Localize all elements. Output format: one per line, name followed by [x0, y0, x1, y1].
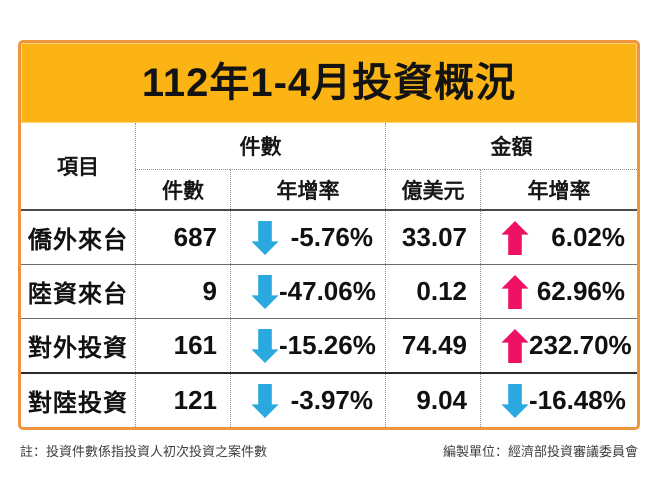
header-sub-amount-usd: 億美元 [385, 169, 480, 209]
amount-yoy-cell: 6.02% [480, 211, 637, 264]
title-banner: 112年1-4月投資概況 [21, 43, 637, 123]
table-row: 僑外來台 687 -5.76% 33.07 6.02% [21, 211, 637, 264]
cases-yoy-value: -15.26% [279, 330, 376, 360]
table-header: 項目 件數 金額 件數 年增率 億美元 年增率 [21, 123, 637, 211]
table-row: 對陸投資 121 -3.97% 9.04 -16.48% [21, 372, 637, 427]
row-label: 陸資來台 [28, 281, 128, 308]
up-arrow-icon [501, 274, 529, 309]
cases-count-value: 9 [135, 265, 230, 318]
page-title: 112年1-4月投資概況 [141, 61, 517, 105]
cases-yoy-value: -5.76% [290, 222, 373, 252]
header-sub-amount-yoy: 年增率 [480, 169, 637, 209]
header-sub-cases-yoy: 年增率 [230, 169, 385, 209]
amount-yoy-cell: 62.96% [480, 265, 637, 318]
down-arrow-icon [251, 328, 279, 363]
up-arrow-icon [501, 328, 529, 363]
cases-yoy-cell: -47.06% [230, 265, 385, 318]
cases-yoy-value: -3.97% [290, 385, 373, 415]
up-arrow-icon [501, 220, 529, 255]
amount-yoy-value: 232.70% [529, 330, 632, 360]
table-row: 對外投資 161 -15.26% 74.49 232.70% [21, 318, 637, 372]
cases-count-value: 121 [135, 374, 230, 427]
amount-value: 74.49 [385, 319, 480, 372]
down-arrow-icon [251, 220, 279, 255]
cases-yoy-cell: -5.76% [230, 211, 385, 264]
amount-yoy-value: 62.96% [536, 276, 625, 306]
cases-yoy-cell: -15.26% [230, 319, 385, 372]
amount-value: 0.12 [385, 265, 480, 318]
cases-count-value: 687 [135, 211, 230, 264]
amount-yoy-value: -16.48% [529, 385, 626, 415]
footer-source: 編製單位：經濟部投資審議委員會 [442, 444, 638, 459]
amount-yoy-value: 6.02% [551, 222, 625, 252]
amount-yoy-cell: -16.48% [480, 374, 637, 427]
amount-value: 33.07 [385, 211, 480, 264]
header-group-amount: 金額 [385, 123, 637, 169]
row-label: 僑外來台 [28, 227, 128, 254]
header-item: 項目 [57, 156, 99, 179]
cases-yoy-value: -47.06% [279, 276, 376, 306]
footer-note: 註：投資件數係指投資人初次投資之案件數 [20, 444, 268, 459]
cases-count-value: 161 [135, 319, 230, 372]
down-arrow-icon [251, 383, 279, 418]
header-group-cases: 件數 [135, 123, 385, 169]
investment-overview-board: 112年1-4月投資概況 項目 件數 金額 件數 年增率 億美元 年增率 僑外來… [18, 40, 640, 430]
cases-yoy-cell: -3.97% [230, 374, 385, 427]
down-arrow-icon [501, 383, 529, 418]
amount-value: 9.04 [385, 374, 480, 427]
header-sub-cases-count: 件數 [135, 169, 230, 209]
amount-yoy-cell: 232.70% [480, 319, 637, 372]
row-label: 對陸投資 [28, 390, 128, 417]
table-row: 陸資來台 9 -47.06% 0.12 62.96% [21, 264, 637, 318]
row-label: 對外投資 [28, 335, 128, 362]
footer-notes: 註：投資件數係指投資人初次投資之案件數 編製單位：經濟部投資審議委員會 [20, 441, 638, 460]
down-arrow-icon [251, 274, 279, 309]
